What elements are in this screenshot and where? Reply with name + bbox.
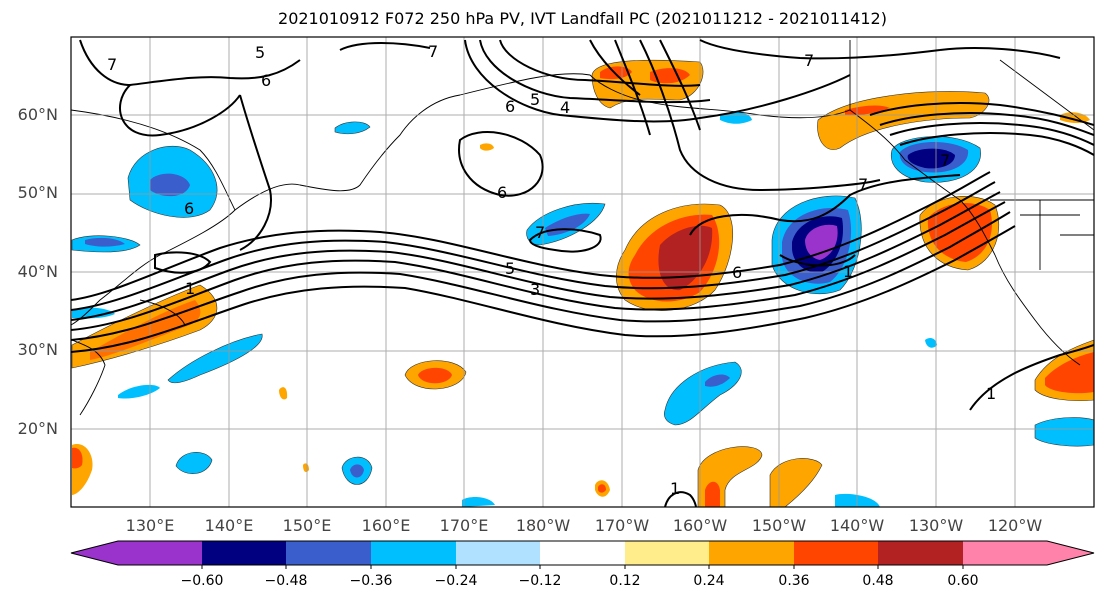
contour-label: 6 [497,183,507,202]
contour-label: 7 [107,55,117,74]
contour-label: 7 [804,51,814,70]
contour-label: 5 [255,43,265,62]
colorbar-segment [709,541,794,565]
lon-label: 160°W [672,516,728,535]
graticule [71,37,1094,507]
contour-label: 1 [670,479,680,498]
colorbar-tick-label: 0.36 [778,573,810,589]
colorbar [70,540,1095,569]
lon-label: 160°E [361,516,411,535]
lat-label: 40°N [17,262,58,281]
colorbar-tick-label: −0.36 [349,573,393,589]
lon-label: 130°E [125,516,175,535]
colorbar-tick-label: −0.12 [518,573,562,589]
contour-label: 1 [843,262,853,281]
contour-label: 5 [505,259,515,278]
colorbar-tick-label: −0.24 [434,573,478,589]
contour-label: 4 [560,98,570,117]
lon-label: 130°W [908,516,964,535]
lon-label: 170°W [594,516,650,535]
map-title: 2021010912 F072 250 hPa PV, IVT Landfall… [278,9,887,28]
contour-label: 7 [428,42,438,61]
lat-label: 30°N [17,340,58,359]
contour-label: 6 [261,71,271,90]
colorbar-segment [878,541,963,565]
contour-label: 1 [986,384,996,403]
colorbar-segment [794,541,878,565]
colorbar-outline [70,540,1095,566]
colorbar-tick-label: 0.12 [609,573,641,589]
lon-label: 150°W [751,516,807,535]
colorbar-tick-label: 0.60 [947,573,979,589]
lon-label: 170°E [439,516,489,535]
colorbar-tick-label: 0.48 [862,573,894,589]
contour-label: 3 [530,280,540,299]
lat-label: 50°N [17,183,58,202]
lon-label: 120°W [987,516,1043,535]
colorbar-tick-label: −0.48 [264,573,308,589]
contour-label: 5 [530,90,540,109]
colorbar-tick-label: 0.24 [693,573,725,589]
contour-label: 1 [185,279,195,298]
pv-contours [71,39,1094,507]
colorbar-segment [456,541,540,565]
lon-label: 180°W [515,516,571,535]
contour-label: 6 [732,263,742,282]
lon-label: 150°E [282,516,332,535]
lat-label: 20°N [17,419,58,438]
colorbar-extend-min [71,541,118,565]
coastlines [71,40,1094,416]
colorbar-segment [202,541,286,565]
colorbar-segment [286,541,371,565]
contour-label: 6 [184,199,194,218]
map-frame [70,36,1095,508]
colorbar-segment [540,541,625,565]
colorbar-extend-max [1047,541,1094,565]
lon-label: 140°E [204,516,254,535]
colorbar-tick-label: −0.60 [180,573,224,589]
colorbar-segment [371,541,456,565]
contour-label: 7 [858,175,868,194]
colorbar-segment [963,541,1047,565]
lat-label: 60°N [17,105,58,124]
contour-label: 7 [535,223,545,242]
colorbar-segment [118,541,202,565]
colorbar-segment [625,541,709,565]
contour-label: 6 [505,97,515,116]
contour-label: 7 [940,151,950,170]
lon-label: 140°W [829,516,885,535]
